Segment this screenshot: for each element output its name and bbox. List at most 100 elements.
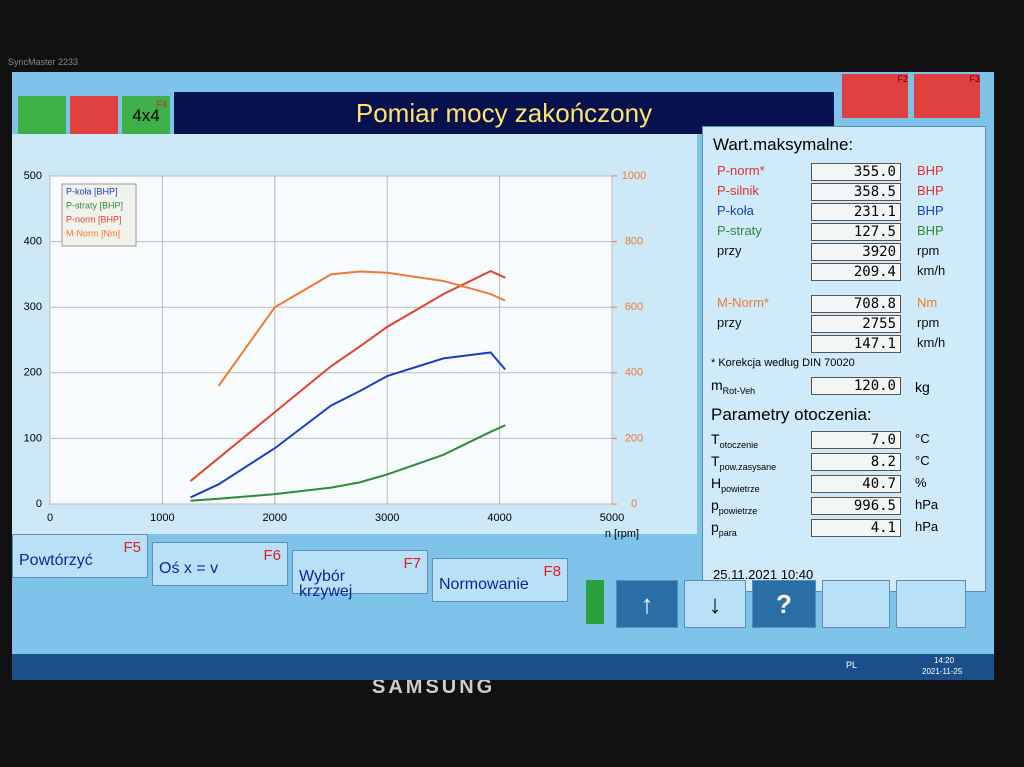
row-label: P-norm* xyxy=(717,163,765,178)
engine-button[interactable] xyxy=(70,96,118,136)
button-key: F4 xyxy=(156,99,167,109)
y-tick-label: 500 xyxy=(24,170,42,182)
symbol: p xyxy=(711,519,719,535)
row-label: przy xyxy=(717,315,742,330)
up-button[interactable]: ↑ xyxy=(616,580,678,628)
button-label: 4x4 xyxy=(132,106,160,125)
row-unit: km/h xyxy=(917,263,946,278)
row-value: 358.5 xyxy=(811,183,901,201)
function-bar: Powtórzyć F5 Oś x = v F6 Wybór krzywej F7 Norm… xyxy=(12,534,592,614)
row-value: 231.1 xyxy=(811,203,901,221)
y2-tick-label: 600 xyxy=(625,301,643,313)
row-label: M-Norm* xyxy=(717,295,769,310)
subscript: para xyxy=(718,528,737,538)
env-value: 7.0 xyxy=(811,431,901,449)
env-value: 996.5 xyxy=(811,497,901,515)
taskbar: PL 14:20 2021-11-25 xyxy=(12,654,994,680)
max-title: Wart.maksymalne: xyxy=(713,135,854,154)
exit-button[interactable] xyxy=(896,580,966,628)
row-label: przy xyxy=(717,243,742,258)
function-button[interactable]: Oś x = v F6 xyxy=(152,542,288,586)
row-unit: BHP xyxy=(917,183,944,198)
row-unit: BHP xyxy=(917,203,944,218)
env-label: Hpowietrze xyxy=(711,475,760,494)
legend-entry: P-straty [BHP] xyxy=(66,200,123,210)
row-unit: km/h xyxy=(917,335,946,350)
chart: 0 1000 2000 3000 4000 50000100200300400500020… xyxy=(12,134,697,540)
taskbar-time: 14:20 xyxy=(934,656,955,665)
symbol: p xyxy=(711,497,719,513)
car-button[interactable]: F2 xyxy=(842,74,908,118)
series-line xyxy=(190,424,506,502)
plot-area xyxy=(49,175,613,505)
env-value: 4.1 xyxy=(811,519,901,537)
subscript: powietrze xyxy=(718,506,758,516)
env-label: ppowietrze xyxy=(711,497,757,516)
legend-entry: P-norm [BHP] xyxy=(66,214,122,224)
row-label: P-silnik xyxy=(717,183,759,198)
row-unit: rpm xyxy=(917,243,940,258)
down-button[interactable]: ↓ xyxy=(684,580,746,628)
row-label: P-koła xyxy=(717,203,754,218)
x-tick-label: 2000 xyxy=(263,512,287,524)
x-tick-label: 0 xyxy=(47,512,53,524)
button-label: Normowanie xyxy=(439,576,529,593)
y-tick-label: 400 xyxy=(24,236,42,248)
mass-unit: kg xyxy=(915,379,930,395)
env-unit: hPa xyxy=(915,519,939,534)
row-value: 209.4 xyxy=(811,263,901,281)
function-button[interactable]: Powtórzyć F5 xyxy=(12,534,148,578)
env-label: Totoczenie xyxy=(711,431,758,450)
env-unit: % xyxy=(915,475,927,490)
env-title: Parametry otoczenia: xyxy=(711,405,872,424)
note: * Korekcja według DIN 70020 xyxy=(711,357,855,369)
button-key: F2 xyxy=(897,74,908,84)
series-line xyxy=(190,351,506,499)
series-line xyxy=(189,270,506,482)
symbol: H xyxy=(711,475,722,491)
legend-box xyxy=(61,183,137,247)
taskbar-date: 2021-11-25 xyxy=(922,667,963,676)
env-unit: °C xyxy=(915,453,930,468)
row-unit: rpm xyxy=(917,315,940,330)
row-unit: BHP xyxy=(917,163,944,178)
thumb-button[interactable] xyxy=(18,96,66,136)
x-tick-label: 1000 xyxy=(150,512,174,524)
row-value: 2755 xyxy=(811,315,901,333)
row-value: 3920 xyxy=(811,243,901,261)
print-button[interactable] xyxy=(822,580,890,628)
env-value: 40.7 xyxy=(811,475,901,493)
taskbar-lang: PL xyxy=(846,660,858,670)
results-panel: Wart.maksymalne: * Korekcja według DIN 7… xyxy=(702,126,986,592)
button-label: Powtórzyć xyxy=(19,552,93,569)
brake-button[interactable]: F3 xyxy=(914,74,980,118)
screen: 4x4 F4 Pomiar mocy zakończony F2 F3 0 1000… xyxy=(12,72,994,680)
datetime: 25.11.2021 10:40 xyxy=(713,567,814,582)
env-label: Tpow.zasysane xyxy=(711,453,776,472)
symbol: T xyxy=(711,431,720,447)
button-key: F6 xyxy=(263,547,281,564)
mass-label: mRot-Veh xyxy=(711,377,755,396)
mass-value: 120.0 xyxy=(811,377,901,395)
legend-entry: P-koła [BHP] xyxy=(66,186,118,196)
function-button[interactable]: Wybór krzywej F7 xyxy=(292,550,428,600)
y-tick-label: 300 xyxy=(24,301,42,313)
y2-tick-label: 1000 xyxy=(622,170,646,182)
awd-button[interactable]: 4x4 F4 xyxy=(122,96,170,136)
y2-tick-label: 400 xyxy=(625,367,643,379)
y-tick-label: 100 xyxy=(24,432,42,444)
subscript: pow.zasysane xyxy=(719,462,777,472)
button-key: F7 xyxy=(403,555,421,572)
button-label: Wybór krzywej xyxy=(299,568,353,600)
row-unit: Nm xyxy=(917,295,938,310)
function-button[interactable]: Normowanie F8 xyxy=(432,558,568,602)
help-button[interactable]: ? xyxy=(752,580,816,628)
y-tick-label: 0 xyxy=(36,498,42,510)
y2-tick-label: 200 xyxy=(625,432,643,444)
x-tick-label: 3000 xyxy=(375,512,399,524)
subscript: otoczenie xyxy=(719,440,759,450)
subscript: Rot-Veh xyxy=(722,385,756,396)
button-key: F8 xyxy=(543,563,561,580)
x-axis-label: n [rpm] xyxy=(605,528,639,540)
